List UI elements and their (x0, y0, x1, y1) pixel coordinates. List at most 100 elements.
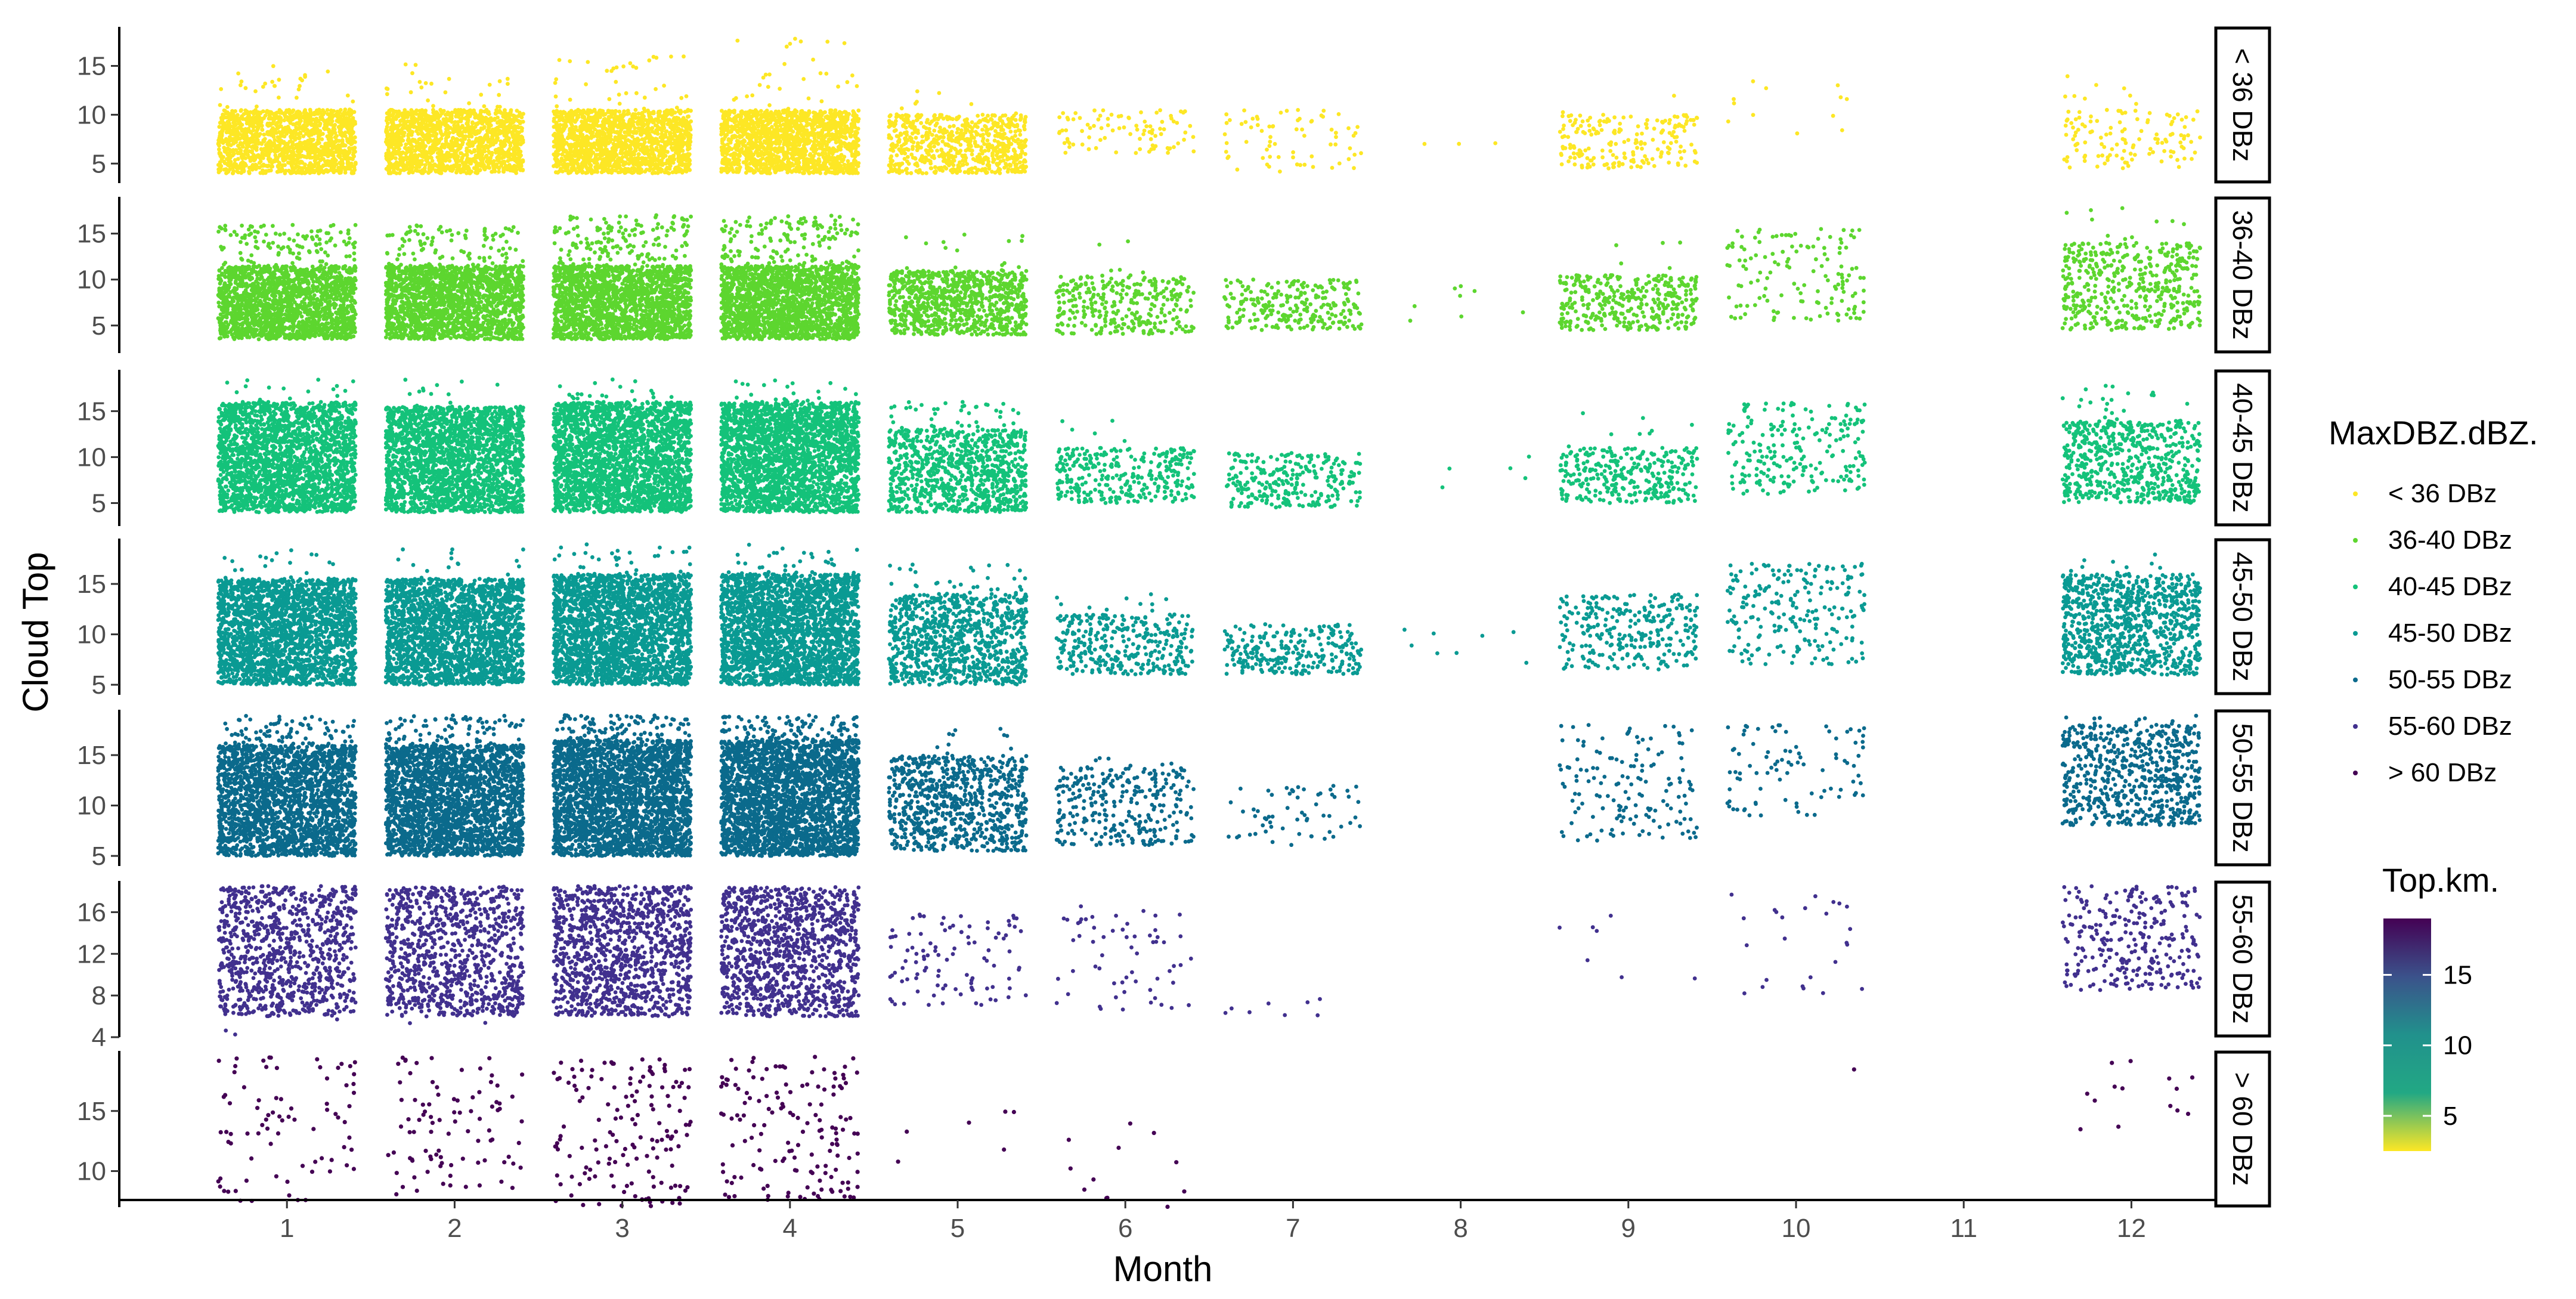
data-point (216, 168, 221, 172)
data-point (227, 158, 231, 162)
data-point (344, 166, 348, 171)
data-point (346, 130, 351, 134)
data-point (290, 134, 294, 138)
data-point (448, 159, 452, 163)
data-point (289, 118, 293, 122)
data-point (252, 125, 256, 129)
data-point (261, 85, 265, 89)
data-point (234, 131, 238, 135)
data-point (222, 168, 227, 172)
data-point (252, 110, 256, 114)
data-point (316, 148, 320, 152)
data-point (217, 147, 221, 151)
data-point (292, 109, 296, 113)
data-point (305, 156, 309, 160)
data-point (299, 116, 303, 120)
data-point (401, 164, 405, 168)
data-point (354, 162, 358, 166)
data-point (251, 144, 255, 149)
data-point (236, 157, 240, 161)
data-point (216, 163, 221, 167)
data-point (346, 94, 350, 98)
data-point (225, 171, 229, 175)
data-point (480, 156, 484, 160)
data-point (228, 167, 232, 171)
data-point (273, 84, 277, 88)
data-point (244, 131, 249, 135)
data-point (317, 161, 321, 165)
data-point (243, 109, 247, 113)
data-point (227, 120, 231, 125)
data-point (248, 123, 252, 128)
data-point (294, 136, 298, 140)
data-point (293, 131, 297, 135)
data-point (224, 137, 228, 141)
data-point (269, 110, 273, 115)
data-point (305, 132, 309, 136)
data-point (320, 137, 324, 141)
data-point (277, 78, 281, 82)
data-point (351, 123, 355, 128)
data-point (234, 166, 239, 170)
data-point (343, 107, 348, 112)
data-point (327, 117, 331, 121)
data-point (255, 129, 259, 133)
data-point (221, 123, 225, 128)
data-point (348, 120, 352, 125)
data-point (418, 142, 422, 146)
data-point (333, 131, 338, 135)
data-point (323, 142, 327, 146)
y-tick-label: 10 (77, 100, 106, 129)
data-point (271, 64, 275, 68)
data-point (303, 120, 307, 124)
data-point (301, 154, 305, 158)
data-point (227, 143, 231, 147)
data-point (456, 148, 460, 152)
data-point (509, 144, 513, 148)
data-point (253, 165, 258, 169)
data-point (262, 116, 266, 120)
data-point (232, 140, 236, 144)
data-point (236, 113, 240, 117)
data-point (334, 159, 338, 163)
data-point (310, 138, 314, 143)
data-point (323, 123, 327, 128)
data-point (484, 144, 488, 148)
data-point (346, 116, 351, 120)
data-point (476, 144, 481, 149)
data-point (349, 137, 353, 141)
data-point (249, 137, 253, 141)
data-point (353, 150, 357, 154)
data-point (256, 110, 260, 115)
y-tick-label: 5 (92, 149, 106, 178)
data-point (305, 144, 309, 148)
data-point (273, 138, 277, 142)
data-point (335, 162, 339, 166)
data-point (335, 119, 339, 123)
data-point (473, 132, 478, 137)
data-point (278, 141, 283, 145)
data-point (295, 110, 299, 115)
data-point (235, 169, 239, 174)
points-1 (216, 37, 2202, 175)
data-point (239, 83, 243, 87)
data-point (260, 128, 264, 132)
data-point (306, 139, 310, 143)
data-point (295, 95, 299, 100)
data-point (338, 127, 342, 131)
data-point (301, 134, 305, 138)
data-point (337, 114, 341, 118)
data-point (233, 121, 237, 125)
data-point (324, 151, 328, 156)
data-point (251, 116, 255, 120)
data-point (520, 115, 524, 119)
data-point (324, 169, 328, 173)
data-point (302, 129, 306, 133)
data-point (335, 138, 339, 142)
data-point (217, 144, 221, 148)
data-point (283, 171, 287, 175)
data-point (281, 126, 286, 131)
data-point (290, 143, 295, 147)
data-point (247, 166, 252, 170)
